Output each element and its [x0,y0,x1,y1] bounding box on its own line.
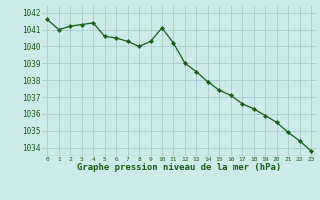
X-axis label: Graphe pression niveau de la mer (hPa): Graphe pression niveau de la mer (hPa) [77,163,281,172]
